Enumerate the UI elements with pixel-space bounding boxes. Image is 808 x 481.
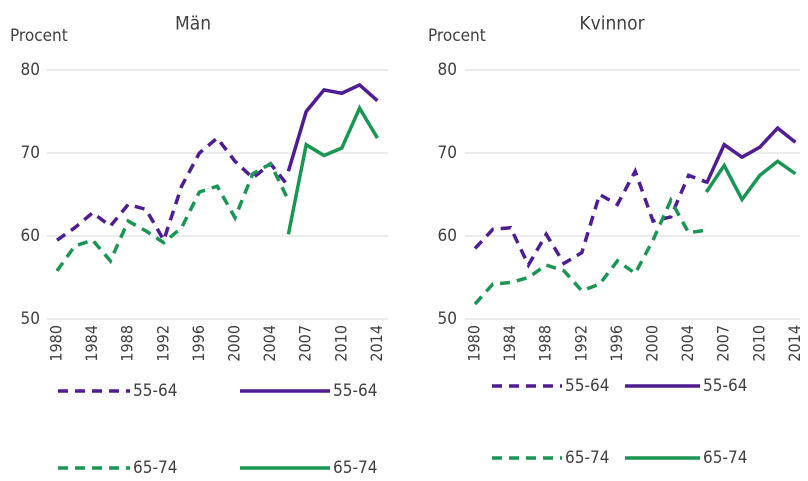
series-line (704, 125, 797, 185)
x-tick-label: 2010 (749, 325, 768, 362)
y-tick-label: 60 (438, 226, 457, 246)
y-tick-label: 60 (21, 226, 40, 246)
legend-label: 65-74 (703, 448, 747, 468)
x-tick-label: 1980 (47, 325, 66, 362)
x-tick-label: 1996 (189, 325, 208, 362)
series-line (286, 104, 379, 235)
x-tick-label: 1996 (607, 325, 626, 362)
y-tick-label: 80 (438, 60, 457, 80)
legend-label: 65-74 (565, 448, 609, 468)
x-tick-label: 1988 (118, 325, 137, 362)
legend-label: 65-74 (133, 458, 177, 478)
series-line (704, 159, 797, 203)
x-tick-label: 1992 (153, 325, 172, 362)
series-line (286, 82, 379, 172)
chart-title: Kvinnor (579, 13, 645, 35)
series-line (55, 161, 290, 272)
legend-label: 55-64 (133, 381, 177, 401)
x-tick-label: 1984 (82, 325, 101, 362)
x-tick-label: 1980 (465, 325, 484, 362)
chart-title: Män (175, 13, 211, 35)
x-tick-label: 1992 (571, 325, 590, 362)
series-line (55, 135, 290, 245)
x-tick-label: 1984 (500, 325, 519, 362)
series-line (473, 196, 707, 306)
x-tick-label: 2000 (643, 325, 662, 362)
x-tick-label: 2014 (785, 325, 804, 362)
x-tick-label: 2007 (714, 325, 733, 362)
y-tick-label: 50 (21, 309, 40, 329)
legend-label: 55-64 (565, 376, 609, 396)
y-tick-label: 70 (438, 143, 457, 163)
legend-label: 55-64 (333, 381, 377, 401)
x-tick-label: 2004 (260, 325, 279, 362)
x-tick-label: 2014 (367, 325, 386, 362)
x-tick-label: 2004 (678, 325, 697, 362)
legend-label: 55-64 (703, 376, 747, 396)
legend-label: 65-74 (333, 458, 377, 478)
x-tick-label: 2010 (331, 325, 350, 362)
x-tick-label: 1988 (536, 325, 555, 362)
series-line (473, 166, 708, 269)
x-tick-label: 2007 (296, 325, 315, 362)
y-tick-label: 70 (21, 143, 40, 163)
y-axis-label: Procent (428, 26, 486, 46)
y-axis-label: Procent (10, 26, 68, 46)
y-tick-label: 80 (21, 60, 40, 80)
y-tick-label: 50 (438, 309, 457, 329)
x-tick-label: 2000 (225, 325, 244, 362)
